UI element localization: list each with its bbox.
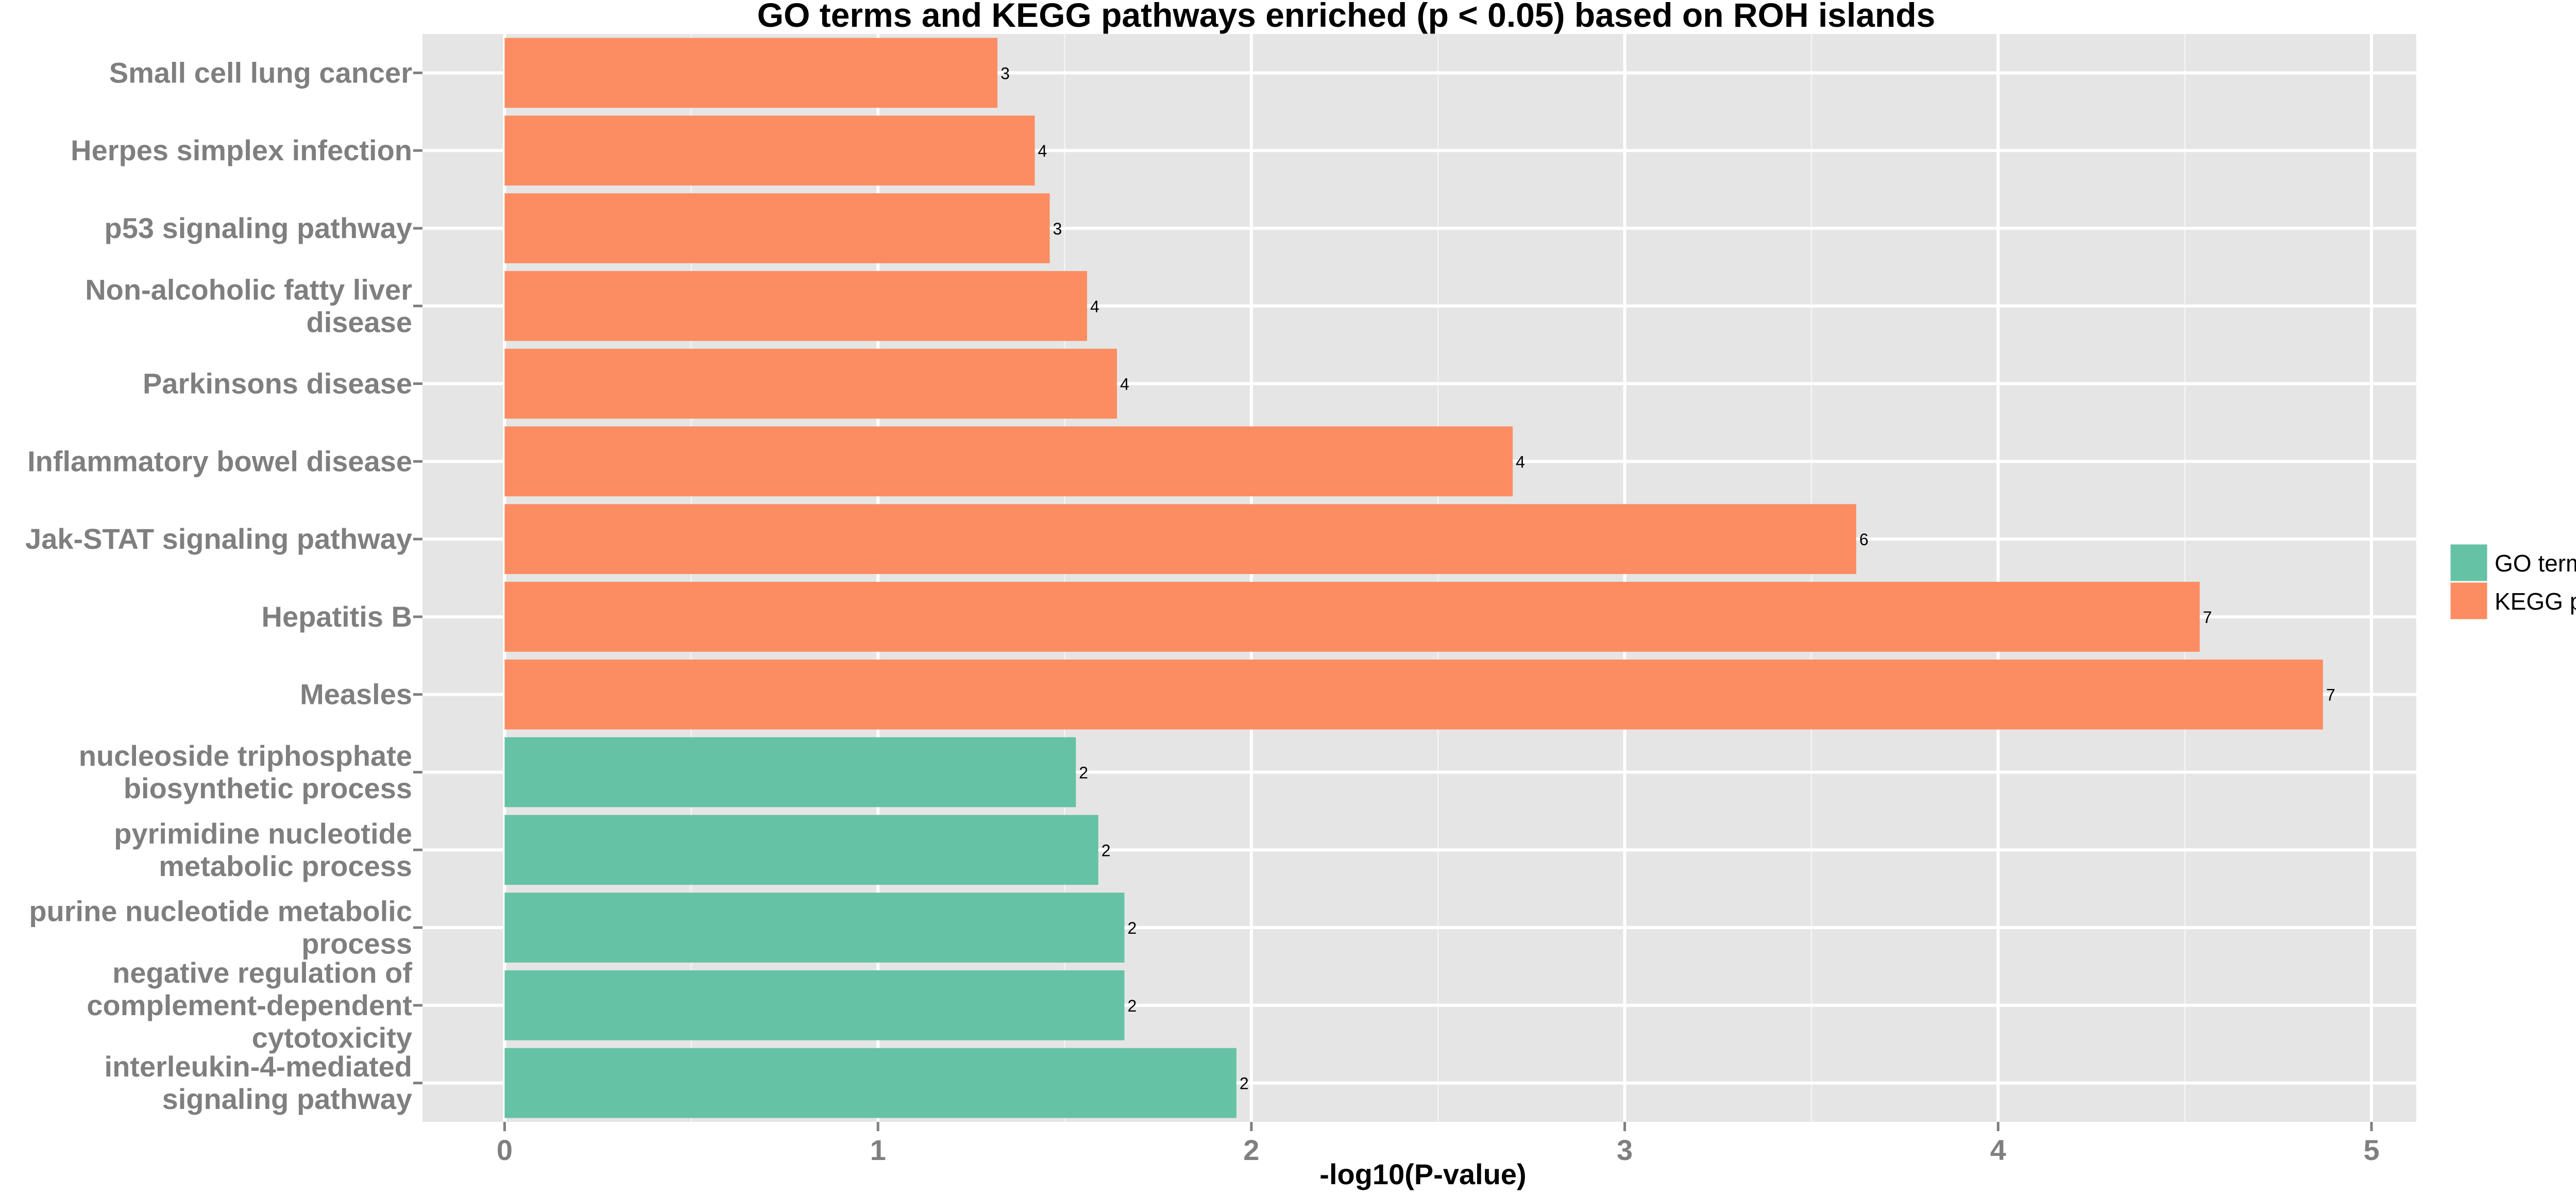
y-tick-label-line: Jak-STAT signaling pathway xyxy=(25,523,412,555)
legend-label: GO terms xyxy=(2495,550,2576,577)
chart-title: GO terms and KEGG pathways enriched (p <… xyxy=(757,0,1936,34)
legend-key xyxy=(2449,581,2489,621)
y-tick-label: purine nucleotide metabolic process xyxy=(29,895,412,960)
y-tick-label-line: Hepatitis B xyxy=(262,600,413,633)
y-tick-label: negative regulation of complement-depende… xyxy=(87,956,412,1054)
y-tick-label-line: Small cell lung cancer xyxy=(109,56,412,89)
bar-data-label: 2 xyxy=(1127,997,1137,1015)
x-axis-title: -log10(P-value) xyxy=(1319,1158,1526,1190)
y-tick-label-line: nucleoside triphosphate xyxy=(79,739,412,772)
x-tick-label: 4 xyxy=(1990,1134,2006,1166)
bar-data-label: 7 xyxy=(2203,608,2212,627)
legend-key xyxy=(2449,543,2489,583)
x-tick-label: 3 xyxy=(1617,1134,1633,1166)
y-tick-label: Herpes simplex infection xyxy=(71,134,412,166)
y-tick-label-line: complement-dependent xyxy=(87,989,412,1021)
y-tick-label-line: Parkinsons disease xyxy=(143,367,412,400)
bar xyxy=(504,582,2200,652)
bar xyxy=(504,893,1125,963)
bar-data-label: 2 xyxy=(1101,841,1111,860)
bar xyxy=(504,504,1856,574)
y-tick-label-line: Measles xyxy=(300,678,412,711)
x-tick-label: 5 xyxy=(2363,1134,2379,1166)
bar-data-label: 3 xyxy=(1053,220,1062,238)
bar xyxy=(504,271,1087,341)
bar xyxy=(504,737,1076,808)
y-tick-label-line: Inflammatory bowel disease xyxy=(27,445,412,477)
y-tick-label: Measles xyxy=(300,678,412,711)
y-tick-label: p53 signaling pathway xyxy=(105,212,412,244)
bar-data-label: 4 xyxy=(1038,142,1047,160)
y-tick-label: Non-alcoholic fatty liver disease xyxy=(85,273,412,338)
y-tick-label: Small cell lung cancer xyxy=(109,56,412,89)
bar xyxy=(504,193,1050,263)
y-tick-label-line: negative regulation of xyxy=(112,956,412,989)
y-tick-label-line: biosynthetic process xyxy=(124,772,412,804)
y-axis: Small cell lung cancer Herpes simplex inf… xyxy=(25,56,422,1115)
bar xyxy=(504,659,2323,730)
y-tick-label-line: p53 signaling pathway xyxy=(105,212,412,244)
y-tick-label-line: process xyxy=(301,928,412,960)
y-tick-label-line: purine nucleotide metabolic xyxy=(29,895,412,928)
y-tick-label: Hepatitis B xyxy=(262,600,413,633)
y-tick-label-line: interleukin-4-mediated xyxy=(105,1050,412,1083)
x-tick-label: 1 xyxy=(870,1134,886,1166)
legend-label: KEGG pathways xyxy=(2495,588,2576,615)
bar xyxy=(504,1048,1236,1118)
bar xyxy=(504,115,1035,186)
y-tick-label: interleukin-4-mediated signaling pathway xyxy=(105,1050,412,1115)
y-tick-label: Jak-STAT signaling pathway xyxy=(25,523,412,555)
y-tick-label: Parkinsons disease xyxy=(143,367,412,400)
bar-data-label: 2 xyxy=(1079,763,1088,782)
bar-data-label: 2 xyxy=(1127,919,1137,937)
bar xyxy=(504,426,1513,497)
x-tick-label: 2 xyxy=(1243,1134,1259,1166)
y-tick-label-line: pyrimidine nucleotide xyxy=(114,817,412,850)
y-tick-label-line: disease xyxy=(307,306,413,338)
y-tick-label: nucleoside triphosphate biosynthetic proc… xyxy=(79,739,412,804)
y-tick-label: Inflammatory bowel disease xyxy=(27,445,412,477)
y-tick-label: pyrimidine nucleotide metabolic process xyxy=(114,817,412,882)
bar xyxy=(504,970,1125,1040)
bar-data-label: 3 xyxy=(1001,64,1010,82)
y-tick-label-line: cytotoxicity xyxy=(252,1021,412,1054)
y-tick-label-line: metabolic process xyxy=(159,850,412,882)
bar xyxy=(504,348,1117,419)
x-axis: 0 1 2 3 4 5 xyxy=(497,1122,2380,1166)
y-tick-label-line: signaling pathway xyxy=(162,1083,412,1115)
bar-data-label: 4 xyxy=(1516,452,1525,471)
bar-data-label: 4 xyxy=(1120,375,1129,394)
bar-data-label: 4 xyxy=(1090,297,1099,316)
bar xyxy=(504,815,1098,885)
y-tick-label-line: Herpes simplex infection xyxy=(71,134,412,166)
bars: 3 4 3 4 4 4 6 7 7 2 2 2 2 2 xyxy=(504,38,2335,1118)
bar-data-label: 7 xyxy=(2326,686,2335,704)
bar xyxy=(504,38,998,108)
bar-data-label: 6 xyxy=(1859,530,1869,549)
y-tick-label-line: Non-alcoholic fatty liver xyxy=(85,273,412,306)
x-tick-label: 0 xyxy=(497,1134,513,1166)
legend: GO terms KEGG pathways xyxy=(2449,543,2576,621)
bar-data-label: 2 xyxy=(1240,1074,1249,1093)
